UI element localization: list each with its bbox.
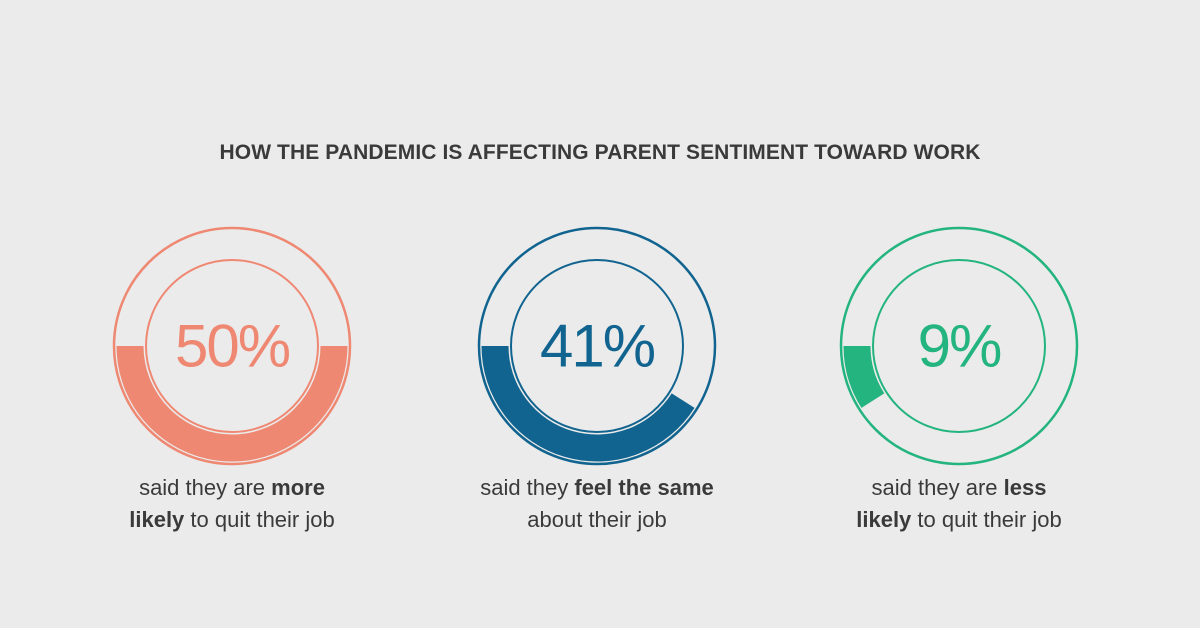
progress-arc-2 [843, 345, 885, 408]
donut-0: 50% [112, 226, 352, 466]
caption-2-line-1-emphasis: less [1003, 475, 1047, 500]
outer-ring-0 [112, 226, 352, 466]
caption-2: said they are less likely to quit their … [809, 472, 1109, 536]
caption-2-line-1: said they are less [809, 472, 1109, 504]
caption-0-line-1-text: said they are [139, 475, 272, 500]
inner-ring-0 [145, 259, 319, 433]
caption-1-line-2-text: about their job [527, 507, 667, 532]
caption-2-line-2: likely to quit their job [809, 504, 1109, 536]
percent-label-2: 9% [918, 313, 1001, 380]
caption-1-line-2: about their job [447, 504, 747, 536]
inner-ring-1 [510, 259, 684, 433]
chart-title: HOW THE PANDEMIC IS AFFECTING PARENT SEN… [219, 141, 981, 164]
caption-1: said they feel the same about their job [447, 472, 747, 536]
caption-0-line-1: said they are more [82, 472, 382, 504]
percent-label-0: 50% [175, 313, 290, 380]
donut-2: 9% [839, 226, 1079, 466]
caption-1-line-1-emphasis: feel the same [574, 475, 714, 500]
caption-1-line-1: said they feel the same [447, 472, 747, 504]
caption-0-line-1-emphasis: more [271, 475, 325, 500]
caption-0-line-2-emphasis: likely [129, 507, 185, 532]
progress-arc-0 [116, 345, 348, 462]
caption-2-line-2-emphasis: likely [856, 507, 912, 532]
caption-0-line-2: likely to quit their job [82, 504, 382, 536]
outer-ring-2 [839, 226, 1079, 466]
caption-0-line-2-text: to quit their job [184, 507, 335, 532]
caption-2-line-1-text: said they are [871, 475, 1004, 500]
percent-label-1: 41% [540, 313, 655, 380]
caption-0: said they are more likely to quit their … [82, 472, 382, 536]
inner-ring-2 [872, 259, 1046, 433]
progress-arc-1 [481, 345, 695, 462]
caption-1-line-1-text: said they [480, 475, 575, 500]
caption-2-line-2-text: to quit their job [911, 507, 1062, 532]
outer-ring-1 [477, 226, 717, 466]
donut-1: 41% [477, 226, 717, 466]
